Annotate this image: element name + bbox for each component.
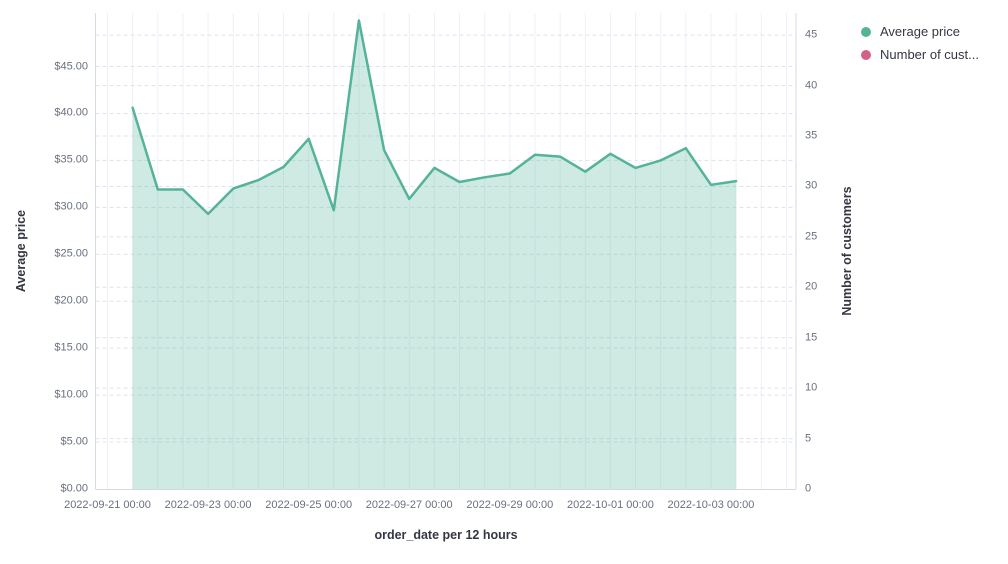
left-axis-tick-label: $35.00 bbox=[54, 153, 88, 166]
left-axis-tick-label: $30.00 bbox=[54, 200, 88, 213]
left-axis-tick-label: $10.00 bbox=[54, 388, 88, 401]
x-axis-title: order_date per 12 hours bbox=[374, 528, 518, 542]
x-axis-tick-label: 2022-09-23 00:00 bbox=[164, 499, 252, 511]
x-axis-tick-label: 2022-09-21 00:00 bbox=[64, 499, 151, 511]
right-axis-tick-label: 10 bbox=[805, 381, 818, 394]
right-axis-tick-label: 25 bbox=[805, 230, 818, 243]
series-color-dot-green bbox=[861, 27, 871, 37]
right-axis-tick-label: 40 bbox=[805, 79, 818, 92]
legend: Average price Number of cust... bbox=[861, 24, 979, 63]
right-axis-tick-label: 30 bbox=[805, 179, 818, 192]
left-axis-tick-label: $40.00 bbox=[54, 106, 88, 119]
average-price-line bbox=[131, 19, 738, 216]
left-axis-tick-label: $5.00 bbox=[60, 435, 88, 448]
left-axis-tick-label: $0.00 bbox=[60, 482, 88, 495]
legend-label-number-of-customers: Number of cust... bbox=[880, 47, 979, 62]
x-axis-tick-label: 2022-10-01 00:00 bbox=[566, 499, 654, 511]
left-axis-tick-label: $25.00 bbox=[54, 247, 88, 260]
left-axis-tick-label: $15.00 bbox=[54, 341, 88, 354]
left-axis-tick-label: $20.00 bbox=[54, 294, 88, 307]
legend-item-average-price[interactable]: Average price bbox=[861, 24, 979, 40]
legend-item-number-of-customers[interactable]: Number of cust... bbox=[861, 47, 979, 63]
series-color-dot-pink bbox=[861, 50, 871, 60]
left-axis-tick-label: $45.00 bbox=[54, 60, 88, 72]
x-axis-tick-label: 2022-09-29 00:00 bbox=[466, 499, 554, 511]
right-axis-tick-label: 35 bbox=[805, 129, 818, 142]
x-axis-tick-label: 2022-10-03 00:00 bbox=[667, 499, 755, 511]
right-axis-tick-label: 45 bbox=[805, 28, 818, 41]
right-axis-tick-label: 20 bbox=[805, 280, 818, 293]
right-axis-tick-label: 15 bbox=[805, 331, 818, 344]
x-axis-tick-label: 2022-09-27 00:00 bbox=[365, 499, 453, 511]
right-axis-title: Number of customers bbox=[840, 186, 854, 316]
legend-label-average-price: Average price bbox=[880, 24, 960, 39]
x-axis-tick-label: 2022-09-25 00:00 bbox=[265, 499, 353, 511]
right-axis-tick-label: 0 bbox=[805, 482, 812, 495]
average-price-area-fill bbox=[132, 20, 737, 489]
right-axis-tick-label: 5 bbox=[805, 432, 812, 445]
